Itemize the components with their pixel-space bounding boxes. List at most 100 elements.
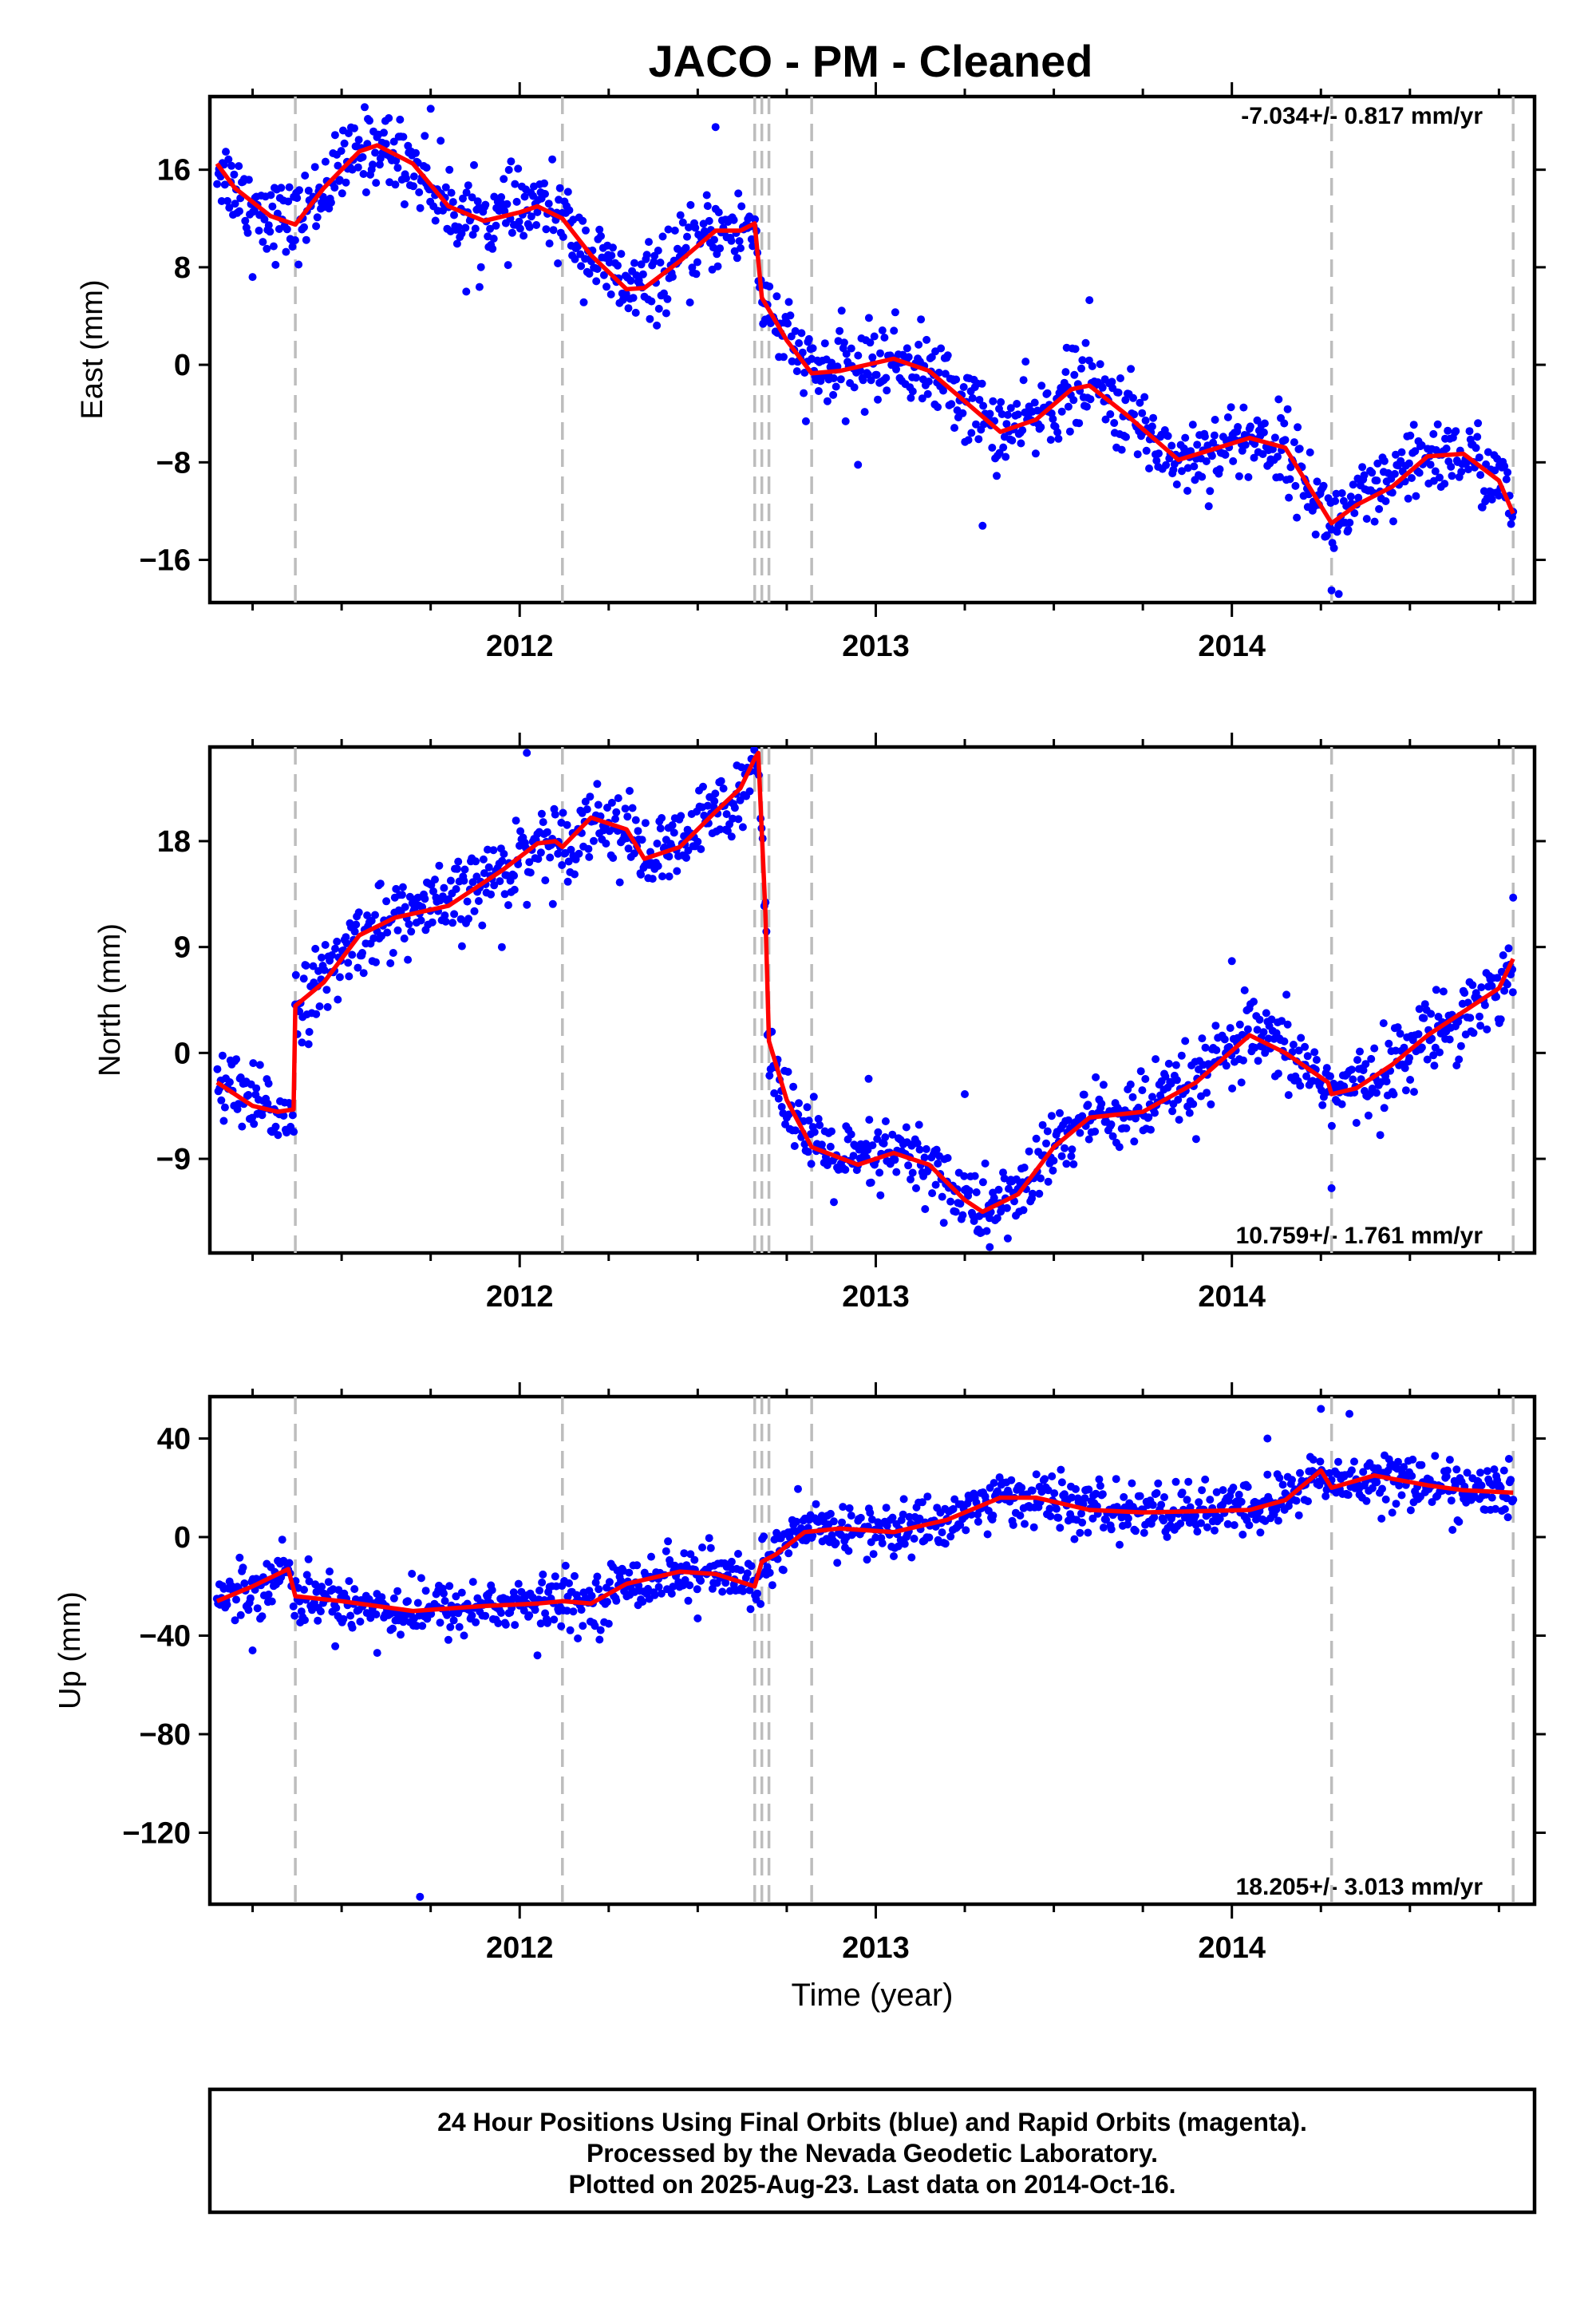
data-point [345,972,354,981]
data-point [1077,364,1085,373]
data-point [1263,1434,1272,1443]
data-point [716,244,725,253]
data-point [1032,1134,1041,1143]
data-point [533,207,542,216]
data-point [1097,1100,1106,1108]
data-point [862,1140,871,1148]
data-point [309,962,318,970]
data-point [1333,528,1341,536]
data-point [1284,1091,1293,1100]
data-point [252,1084,261,1093]
data-point [500,890,509,899]
data-point [842,350,851,358]
data-point [1309,1456,1317,1464]
data-point [1502,475,1511,484]
data-point [913,1139,922,1148]
data-point [386,959,395,967]
y-tick-label: 40 [157,1422,191,1456]
panel-frame [207,1394,1537,1907]
data-point [1045,1504,1054,1513]
data-point [1220,1035,1229,1044]
data-point [1274,395,1283,404]
data-point [1191,1135,1200,1144]
data-point [372,179,381,188]
data-point [1085,296,1094,305]
data-point [312,1010,321,1018]
data-point [1235,1490,1243,1499]
data-point [429,887,437,895]
data-point [1016,1512,1025,1520]
data-point [611,815,619,824]
data-point [1053,428,1062,437]
data-point [274,1131,282,1140]
data-point [1353,1056,1361,1065]
data-point [1276,472,1284,481]
data-point [1178,467,1186,476]
data-point [826,1509,835,1518]
panel-east: East (mm) -7.034+/- 0.817 mm/yr [76,94,1537,605]
data-point [510,871,519,880]
data-point [607,251,616,260]
data-point [1278,1480,1287,1489]
data-point [324,1578,333,1587]
data-point [220,1103,229,1112]
data-point [685,223,693,231]
data-point [531,1606,539,1614]
data-point [1150,1513,1159,1522]
data-point [1222,1061,1231,1070]
y-axis-label: North (mm) [93,923,127,1077]
data-point [1476,471,1485,480]
data-point [1427,1010,1436,1018]
data-point [1483,1467,1491,1476]
data-point [738,823,747,832]
data-point [500,850,508,858]
data-point [974,435,983,444]
data-point [1057,1465,1065,1474]
data-point [784,319,792,328]
data-point [1172,1076,1181,1085]
data-point [685,298,694,306]
data-point [1238,1530,1247,1539]
data-point [1030,398,1039,407]
data-point [314,1616,322,1625]
data-point [1445,1456,1454,1464]
data-point [1350,1457,1358,1466]
data-point [1508,988,1517,997]
data-point [737,244,745,252]
data-point [872,370,881,379]
data-point [527,212,535,221]
data-point [656,259,665,267]
data-point [363,911,372,919]
data-point [1347,1466,1356,1475]
data-point [1038,1120,1047,1129]
data-point [1275,1473,1284,1482]
y-tick-label: −16 [140,544,191,578]
data-point [1116,374,1124,382]
data-point [520,192,529,201]
data-point [452,1592,460,1601]
data-point [514,164,523,173]
data-point [516,827,525,836]
data-point [1211,1022,1220,1030]
data-point [1464,465,1472,474]
data-point [557,1622,566,1630]
data-point [1428,1498,1436,1507]
data-point [614,794,622,803]
data-point [595,1585,603,1594]
data-point [328,951,336,959]
data-point [808,344,817,353]
x-tick-label: 2014 [1198,1280,1266,1314]
data-point [1211,416,1219,424]
data-point [801,417,810,425]
data-point [1155,449,1163,458]
data-point [1292,1496,1301,1505]
data-point [461,223,470,232]
data-point [535,1587,543,1595]
data-point [492,221,500,230]
data-point [267,191,275,200]
data-point [1417,441,1426,449]
data-point [625,1568,634,1577]
data-point [365,1595,373,1603]
data-point [488,1586,496,1595]
data-point [428,918,437,927]
